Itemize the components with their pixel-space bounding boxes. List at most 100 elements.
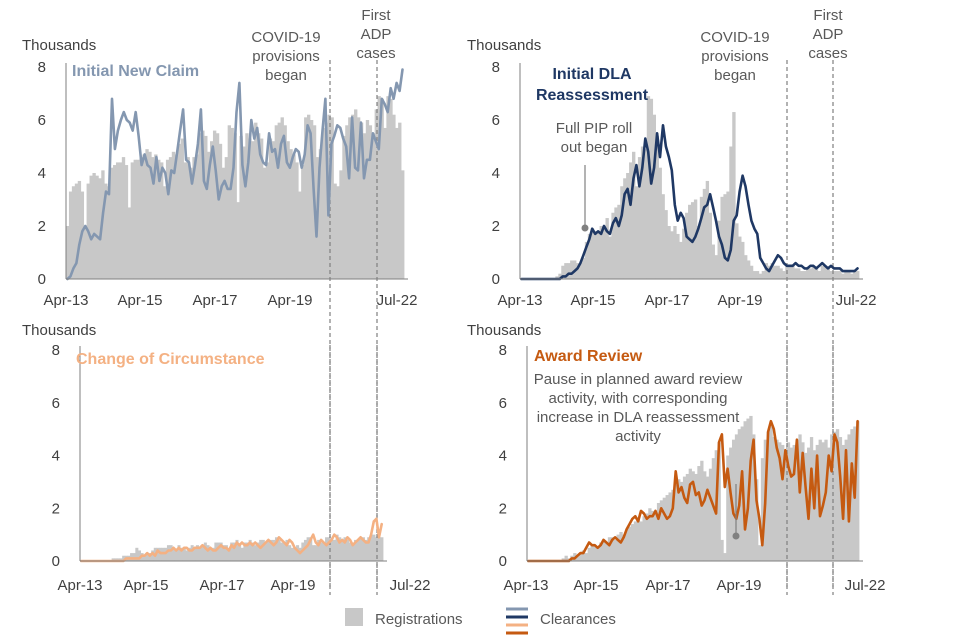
panel2-registration-bar	[811, 265, 816, 279]
panel2-registration-bar	[696, 226, 701, 279]
panel4-registration-bar	[703, 471, 707, 561]
panel4-registration-bar	[688, 468, 692, 561]
panel1-annotation-line: ADP	[361, 26, 392, 43]
panel1-registration-bar	[110, 167, 114, 279]
panel1-registration-bar	[133, 159, 137, 279]
panel1-registration-bar	[380, 98, 384, 279]
panel1-y-tick-label: 4	[38, 165, 46, 182]
panel4-registration-bar	[766, 431, 770, 561]
panel3-registration-bar	[332, 539, 336, 561]
panel1-registration-bar	[142, 154, 146, 279]
panel3-registration-bar	[259, 539, 263, 561]
panel2-y-tick-label: 2	[492, 218, 500, 235]
panel4-registration-bar	[760, 458, 765, 561]
panel3-title: Change of Circumstance	[76, 351, 265, 368]
legend-clearances-label: Clearances	[540, 611, 616, 628]
panel4-registration-bar	[656, 502, 661, 561]
panel2-registration-bar	[655, 135, 659, 279]
panel1-registration-bar	[204, 135, 208, 279]
panel3-registration-bar	[269, 539, 273, 561]
panel3-registration-bar	[311, 545, 315, 561]
panel3-registration-bar	[182, 547, 186, 561]
panel2-registration-bar	[637, 157, 642, 279]
panel1-y-tick-label: 8	[38, 59, 46, 76]
panel2-registration-bar	[746, 260, 751, 279]
panel1-registration-bar	[107, 186, 111, 279]
panel2-registration-bar	[800, 271, 804, 279]
panel2-annotation-line: COVID-19	[700, 29, 769, 46]
panel1-title: Initial New Claim	[72, 63, 199, 80]
panel4-registration-bar	[677, 479, 681, 561]
panel1-registration-bar	[289, 149, 293, 279]
panel1-registration-bar	[307, 114, 311, 279]
panel4-registration-bar	[691, 471, 695, 561]
panel3-registration-bars	[111, 534, 384, 562]
panel4-registration-bar	[654, 513, 658, 561]
panel3-registration-bar	[253, 545, 257, 561]
panel3-registration-bar	[306, 537, 310, 561]
panel2-registration-bar	[776, 265, 780, 279]
panel2-y-tick-label: 4	[492, 165, 500, 182]
panel2-registration-bar	[741, 241, 745, 279]
panel3-registration-bar	[232, 542, 236, 561]
panel2-registration-bar	[720, 196, 724, 279]
panel4-registration-bar	[705, 476, 710, 561]
panel4-registration-bar	[674, 484, 678, 561]
panel1-registration-bar	[389, 98, 393, 279]
panel3-registration-bar	[114, 558, 118, 561]
panel3-registration-bar	[132, 553, 136, 561]
panel4-registration-bar	[602, 539, 606, 561]
panel2-registration-bar	[850, 273, 854, 279]
panel3-registration-bar	[348, 542, 352, 561]
panel2-annotation-line: cases	[808, 45, 847, 62]
panel2-registration-bar	[714, 255, 718, 279]
panel2-registration-bar	[688, 204, 692, 279]
panel2-annotation-line: First	[813, 7, 843, 24]
panel1-registration-bar	[295, 162, 299, 279]
panel2-y-axis-unit: Thousands	[467, 37, 541, 54]
panel4-registration-bar	[833, 431, 837, 561]
panel4-registration-bar	[726, 455, 730, 561]
panel3-registration-bar	[224, 545, 228, 561]
panel4-registration-bar	[830, 434, 834, 561]
panel2-registration-bar	[593, 231, 598, 279]
panel4-registration-bar	[665, 495, 669, 561]
panel4-registration-bar	[671, 489, 675, 561]
panel2-registration-bar	[838, 271, 842, 279]
panel2-registration-bar	[782, 271, 786, 279]
panel2-registration-bar	[673, 226, 677, 279]
panel3-x-tick-label: Apr-13	[57, 577, 102, 594]
panel4-registration-bar	[757, 545, 762, 561]
panel1-registration-bar	[271, 141, 276, 279]
panel4-registration-bar	[792, 444, 796, 561]
panel1-registration-bar	[248, 138, 252, 279]
panel1-registration-bar	[183, 162, 187, 279]
panel1-registration-bar	[268, 138, 273, 279]
panel3-x-tick-label: Apr-15	[123, 577, 168, 594]
panel3-registration-bar	[261, 539, 265, 561]
panel3-registration-bar	[166, 545, 170, 561]
panel3-y-tick-label: 4	[52, 448, 60, 465]
panel2-registration-bar	[844, 271, 848, 279]
panel1-registration-bar	[95, 175, 99, 279]
panel1-registration-bar	[277, 122, 281, 280]
panel3-registration-bar	[377, 537, 381, 561]
panel1-registration-bar	[171, 151, 176, 279]
panel3-registration-bar	[285, 539, 289, 561]
panel4-registration-bar	[752, 434, 756, 561]
panel2-registration-bar	[602, 228, 606, 279]
panel2-registration-bar	[779, 268, 783, 279]
panel1-registration-bar	[274, 125, 279, 279]
panel1-registration-bar	[233, 133, 237, 279]
panel3-registration-bar	[322, 542, 326, 561]
panel1-annotation: COVID-19 provisions began	[251, 29, 320, 84]
panel2-registration-bar	[632, 151, 636, 279]
panel3-registration-bar	[235, 539, 239, 561]
panel1-registration-bar	[292, 154, 296, 279]
panel3-registration-bar	[172, 547, 176, 561]
panel2-registration-bar	[646, 96, 651, 280]
panel1-registration-bar	[162, 186, 167, 279]
panel3-registration-bar	[169, 545, 173, 561]
panel3-registration-bar	[267, 539, 271, 561]
